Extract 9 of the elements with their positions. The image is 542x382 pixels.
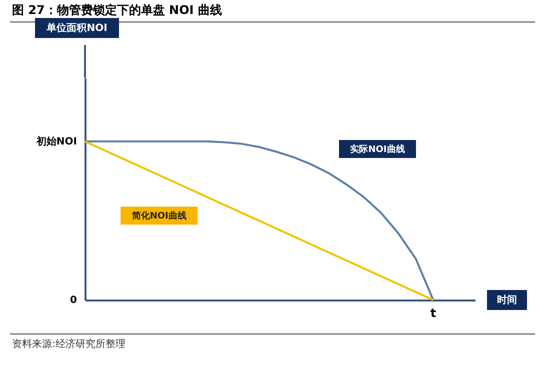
text: 简化NOI曲线 [130,210,186,222]
text: 实际NOI曲线 [350,144,405,156]
annotation: 初始NOI [35,135,77,148]
text: 时间 [497,294,517,306]
annotation: 0 [70,295,78,306]
text: 资料来源:经济研究所整理 [12,338,126,350]
chart-title: 图 27：物管费锁定下的单盘 NOI 曲线 [12,3,222,17]
text: t [430,306,436,320]
text: 单位面积NOI [46,22,108,34]
